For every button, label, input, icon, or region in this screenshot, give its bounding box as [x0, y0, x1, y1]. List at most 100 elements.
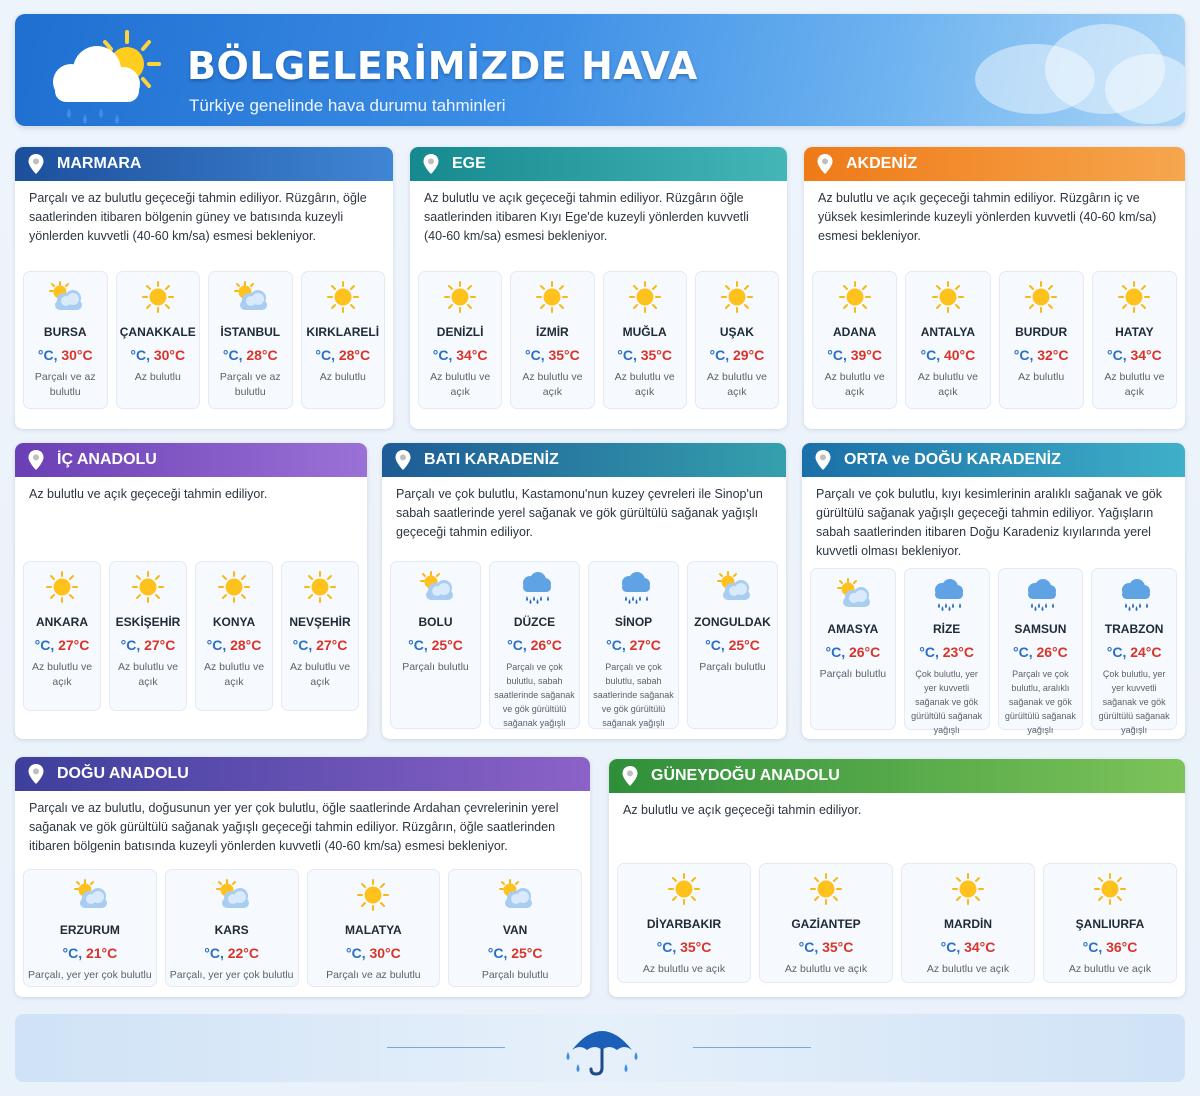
region-title: ORTA ve DOĞU KARADENİZ	[844, 451, 1061, 468]
sun-icon	[300, 570, 340, 609]
temp-value: 30°C	[153, 347, 186, 363]
temp-value: 36°C	[1106, 939, 1138, 955]
sun-icon	[928, 280, 968, 319]
temp-value: 26°C	[1036, 644, 1068, 660]
city-name: ADANA	[832, 325, 877, 339]
sun-icon	[664, 872, 704, 911]
temp-unit: °C,	[1106, 644, 1127, 660]
location-pin-icon	[28, 154, 44, 174]
sun-icon	[948, 872, 988, 911]
rain-cloud-icon	[1114, 577, 1154, 616]
temp-unit: °C,	[709, 347, 730, 363]
temp-unit: °C,	[62, 945, 83, 961]
region-description: Az bulutlu ve açık geçeceği tahmin edili…	[29, 487, 268, 501]
city-name: RİZE	[932, 622, 961, 636]
city-name: BOLU	[418, 615, 453, 629]
sun-icon	[128, 570, 168, 609]
temp-unit: °C,	[940, 939, 961, 955]
location-pin-icon	[28, 764, 44, 784]
temp-unit: °C,	[34, 637, 55, 653]
city-condition: Parçalı, yer yer çok bulutlu	[28, 969, 152, 981]
city-temperature: °C, 21°C	[62, 945, 117, 961]
city-card: DÜZCE °C, 26°C Parçalı ve çok bulutlu, s…	[489, 561, 580, 729]
sun-cloud-icon	[495, 878, 535, 917]
city-card: ADANA °C, 39°C Az bulutlu ve açık	[812, 271, 898, 409]
umbrella-icon	[566, 1031, 638, 1076]
temp-value: 27°C	[144, 637, 176, 653]
footer-divider	[693, 1047, 811, 1048]
temp-unit: °C,	[487, 945, 508, 961]
rain-cloud-icon	[614, 570, 654, 609]
city-name: BURSA	[43, 325, 87, 339]
region-header: GÜNEYDOĞU ANADOLU	[609, 759, 1185, 793]
region-description: Parçalı ve çok bulutlu, kıyı kesimlerini…	[816, 487, 1162, 558]
region-description: Az bulutlu ve açık geçeceği tahmin edili…	[623, 803, 862, 817]
city-condition: Parçalı bulutlu	[819, 668, 887, 680]
temp-value: 34°C	[456, 347, 488, 363]
city-condition: Az bulutlu ve açık	[824, 371, 885, 398]
city-temperature: °C, 28°C	[223, 347, 278, 363]
city-card: KIRKLARELİ °C, 28°C Az bulutlu	[300, 271, 385, 409]
city-name: GAZİANTEP	[791, 917, 861, 931]
temp-unit: °C,	[656, 939, 677, 955]
city-card: KONYA °C, 28°C Az bulutlu ve açık	[195, 561, 273, 711]
city-card: ERZURUM °C, 21°C Parçalı, yer yer çok bu…	[23, 869, 157, 987]
city-card: BURSA °C, 30°C Parçalı ve az bulutlu	[23, 271, 108, 409]
city-card: ANKARA °C, 27°C Az bulutlu ve açık	[23, 561, 101, 711]
city-temperature: °C, 27°C	[35, 637, 90, 653]
city-card: DENİZLİ °C, 34°C Az bulutlu ve açık	[418, 271, 503, 409]
region-panel-orta: ORTA ve DOĞU KARADENİZ Parçalı ve çok bu…	[802, 443, 1185, 739]
region-header: AKDENİZ	[804, 147, 1185, 181]
region-panel-bati: BATI KARADENİZ Parçalı ve çok bulutlu, K…	[382, 443, 786, 739]
city-condition: Parçalı ve az bulutlu	[326, 969, 421, 981]
city-card: VAN °C, 25°C Parçalı bulutlu	[448, 869, 582, 987]
city-condition: Az bulutlu ve açık	[1104, 371, 1165, 398]
temp-value: 39°C	[850, 347, 883, 363]
sun-icon	[42, 570, 82, 609]
city-temperature: °C, 27°C	[606, 637, 661, 653]
temp-value: 28°C	[338, 347, 371, 363]
region-panel-gd: GÜNEYDOĞU ANADOLU Az bulutlu ve açık geç…	[609, 759, 1185, 997]
region-title: BATI KARADENİZ	[424, 451, 559, 468]
temp-unit: °C,	[206, 637, 227, 653]
city-condition: Parçalı bulutlu	[699, 661, 766, 673]
sun-icon	[806, 872, 846, 911]
sun-cloud-icon	[45, 280, 85, 319]
footer-divider	[387, 1047, 505, 1048]
city-card: TRABZON °C, 24°C Çok bulutlu, yer yer ku…	[1091, 568, 1177, 735]
sun-icon	[138, 280, 178, 319]
sun-icon	[1114, 280, 1154, 319]
city-temperature: °C, 26°C	[825, 644, 880, 660]
sun-cloud-icon	[833, 577, 873, 616]
rain-cloud-icon	[1020, 577, 1060, 616]
city-condition: Az bulutlu ve açık	[430, 371, 491, 398]
city-card: ANTALYA °C, 40°C Az bulutlu ve açık	[905, 271, 991, 409]
city-name: KIRKLARELİ	[306, 325, 380, 339]
city-temperature: °C, 35°C	[657, 939, 712, 955]
city-name: ŞANLIURFA	[1075, 917, 1145, 931]
city-name: DİYARBAKIR	[646, 917, 722, 931]
temp-value: 26°C	[530, 637, 562, 653]
city-temperature: °C, 30°C	[130, 347, 185, 363]
temp-value: 32°C	[1037, 347, 1069, 363]
location-pin-icon	[28, 450, 44, 470]
city-name: ANTALYA	[920, 325, 975, 339]
region-header: DOĞU ANADOLU	[15, 757, 590, 791]
temp-value: 34°C	[1130, 347, 1162, 363]
sun-cloud-icon	[70, 878, 110, 917]
sun-icon	[835, 280, 875, 319]
city-card: KARS °C, 22°C Parçalı, yer yer çok bulut…	[164, 869, 299, 987]
temp-value: 22°C	[227, 945, 260, 961]
city-condition: Çok bulutlu, yer yer kuvvetli sağanak ve…	[1098, 669, 1170, 735]
city-card: İSTANBUL °C, 28°C Parçalı ve az bulutlu	[208, 271, 293, 409]
city-temperature: °C, 25°C	[408, 637, 463, 653]
city-temperature: °C, 36°C	[1083, 939, 1138, 955]
region-panel-ic: İÇ ANADOLU Az bulutlu ve açık geçeceği t…	[15, 443, 367, 739]
city-card: MARDİN °C, 34°C Az bulutlu ve açık	[901, 863, 1035, 983]
temp-unit: °C,	[920, 347, 941, 363]
cloud-decoration	[1045, 24, 1165, 114]
city-temperature: °C, 24°C	[1107, 644, 1162, 660]
region-panel-marmara: MARMARA Parçalı ve az bulutlu geçeceği t…	[15, 147, 393, 429]
city-condition: Az bulutlu ve açık	[642, 963, 726, 975]
sun-icon	[717, 280, 757, 319]
